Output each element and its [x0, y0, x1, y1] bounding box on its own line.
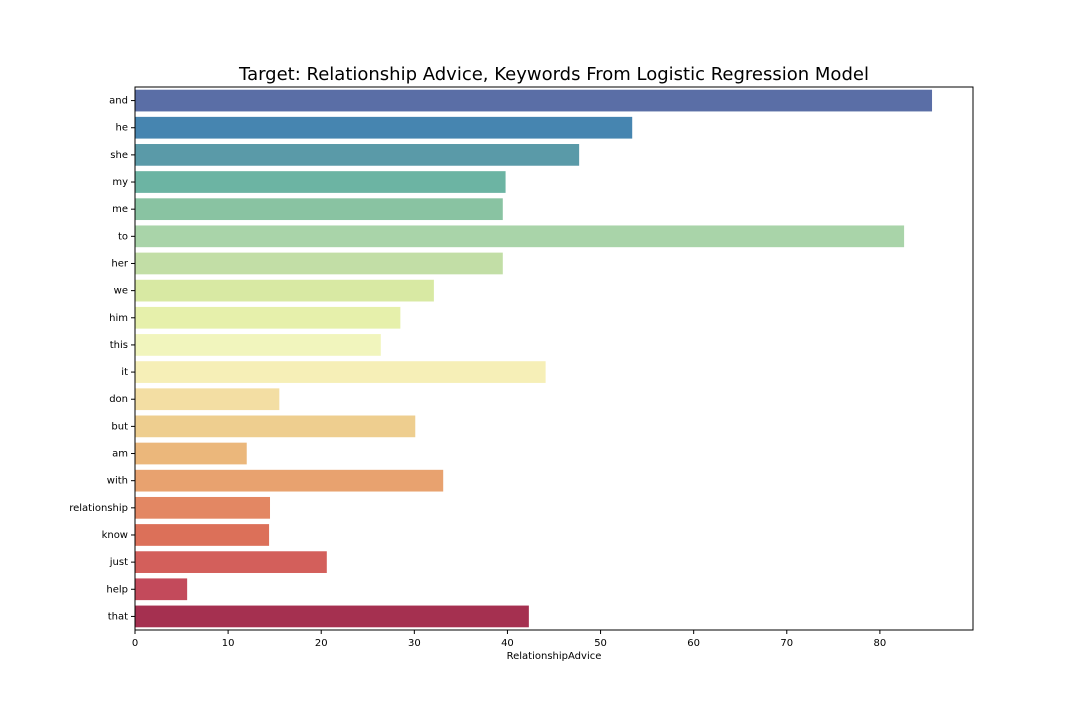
y-tick-label: it	[121, 367, 128, 378]
x-tick-label: 30	[408, 638, 421, 649]
y-tick-label: am	[112, 449, 128, 460]
y-tick-label: her	[111, 258, 128, 269]
y-tick-label: we	[114, 286, 128, 297]
y-axis-ticks: and he she my me to her we him this it don but am with…	[69, 96, 135, 622]
x-axis-ticks: 0 10 20 30 40 50 60 70 80	[132, 630, 886, 649]
bar-that	[135, 605, 529, 628]
bar-just	[135, 551, 327, 573]
bar-with	[135, 469, 444, 492]
bar-her	[135, 252, 503, 275]
bar-am	[135, 442, 247, 465]
bar-him	[135, 306, 401, 329]
bar-me	[135, 198, 503, 221]
bar-and	[135, 89, 933, 112]
bar-help	[135, 578, 188, 601]
x-tick-label: 20	[315, 638, 328, 649]
bar-it	[135, 361, 546, 383]
y-tick-label: but	[111, 421, 128, 432]
y-tick-label: he	[116, 123, 129, 134]
y-tick-label: to	[118, 231, 128, 242]
y-tick-label: she	[110, 150, 128, 161]
y-tick-label: with	[107, 476, 128, 487]
bar-know	[135, 524, 270, 546]
x-tick-label: 0	[132, 638, 138, 649]
bar-we	[135, 279, 434, 302]
chart-title: Target: Relationship Advice, Keywords Fr…	[238, 64, 869, 85]
x-tick-label: 60	[687, 638, 700, 649]
y-tick-label: don	[109, 394, 128, 405]
y-tick-label: this	[110, 340, 128, 351]
plot-frame	[134, 86, 974, 631]
y-tick-label: help	[106, 584, 128, 595]
y-tick-label: and	[109, 96, 128, 107]
y-tick-label: me	[112, 204, 128, 215]
y-tick-label: him	[109, 313, 128, 324]
y-tick-label: my	[112, 177, 128, 188]
x-tick-label: 70	[780, 638, 793, 649]
bar-don	[135, 388, 280, 411]
y-tick-label: that	[108, 611, 128, 622]
bar-she	[135, 144, 580, 166]
bar-but	[135, 415, 416, 438]
x-tick-label: 80	[874, 638, 887, 649]
bar-relationship	[135, 496, 271, 519]
bar-this	[135, 334, 381, 356]
bar-to	[135, 225, 905, 248]
y-tick-label: relationship	[69, 503, 128, 514]
x-tick-label: 40	[501, 638, 514, 649]
bars-layer	[135, 89, 933, 628]
bar-my	[135, 171, 506, 193]
y-tick-label: just	[109, 557, 128, 568]
x-tick-label: 10	[222, 638, 235, 649]
bar-he	[135, 116, 633, 139]
y-tick-label: know	[102, 530, 128, 541]
x-tick-label: 50	[594, 638, 607, 649]
x-axis-label: RelationshipAdvice	[507, 651, 602, 662]
